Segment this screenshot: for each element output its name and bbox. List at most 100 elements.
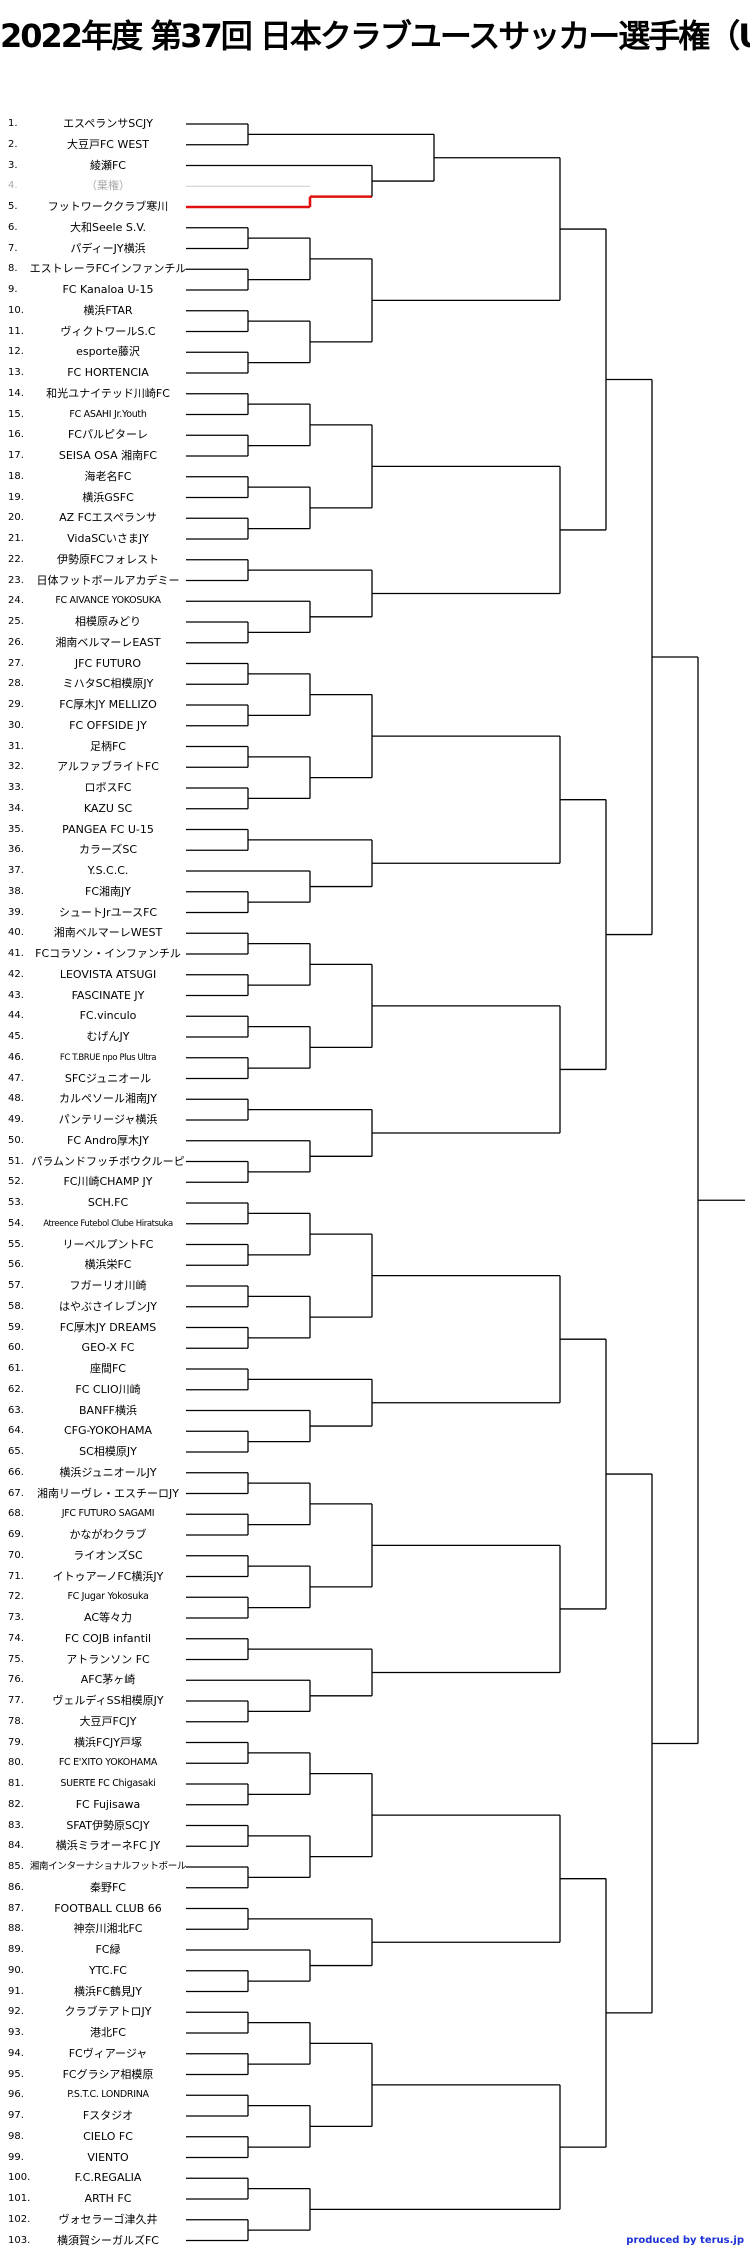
entry-team-name: PANGEA FC U-15 [62, 822, 154, 836]
entry-number: 30. [8, 719, 24, 731]
entry-team-name: FC厚木JY DREAMS [59, 1320, 157, 1334]
entry-row: 67. 湘南リーヴレ・エスチーロJY [0, 1484, 190, 1504]
entry-team-name: CFG-YOKOHAMA [63, 1424, 153, 1438]
entry-team-name: 港北FC [89, 2026, 126, 2039]
entry-number: 17. [8, 450, 24, 461]
entry-row: 96. P.S.T.C. LONDRINA [0, 2085, 190, 2105]
entry-number: 78. [8, 1715, 24, 1727]
entry-number: 75. [8, 1653, 24, 1665]
entry-team-name: ヴェルディSS相模原JY [52, 1694, 164, 1707]
entry-number: 73. [8, 1612, 24, 1623]
entry-row: 23. 日体フットボールアカデミー [0, 571, 190, 591]
entry-team-name: 横浜GSFC [82, 490, 134, 504]
entry-row: 21. VidaSCいさまJY [0, 529, 190, 549]
entry-row: 98. CIELO FC [0, 2127, 190, 2147]
entry-row: 87. FOOTBALL CLUB 66 [0, 1899, 190, 1919]
entry-team-name: アトランソン FC [66, 1652, 150, 1666]
entry-team-name: パンテリージャ横浜 [58, 1113, 158, 1126]
entry-team-name: カラーズSC [78, 843, 138, 857]
entry-row: 64. CFG-YOKOHAMA [0, 1421, 190, 1441]
entry-team-name: ミハタSC相模原JY [62, 677, 154, 691]
entry-number: 44. [8, 1010, 24, 1022]
entry-number: 77. [8, 1695, 24, 1706]
entry-list: 1. エスペランサSCJY 2. 大豆戸FC WEST 3. 綾瀬FC 4. （棄権） 5. フッ… [0, 0, 190, 2250]
entry-number: 53. [8, 1197, 24, 1208]
entry-number: 14. [8, 387, 24, 399]
entry-team-name: 秦野FC [89, 1880, 126, 1894]
entry-team-name: 綾瀬FC [89, 158, 126, 172]
entry-number: 1. [8, 118, 18, 129]
entry-team-name: 大豆戸FCJY [79, 1714, 137, 1728]
entry-number: 23. [8, 574, 24, 586]
entry-number: 15. [8, 408, 24, 420]
entry-row: 83. SFAT伊勢原SCJY [0, 1816, 190, 1836]
entry-team-name: SEISA OSA 湘南FC [58, 449, 158, 462]
entry-number: 91. [8, 1985, 24, 1997]
entry-row: 46. FC T.BRUE npo Plus Ultra [0, 1048, 190, 1068]
entry-number: 2. [8, 138, 18, 150]
entry-team-name: アルファブライトFC [57, 760, 159, 774]
entry-number: 41. [8, 948, 24, 959]
entry-number: 28. [8, 678, 24, 690]
entry-number: 81. [8, 1778, 24, 1789]
entry-row: 9. FC Kanaloa U-15 [0, 280, 190, 300]
entry-number: 21. [8, 533, 24, 544]
entry-team-name: 伊勢原FCフォレスト [56, 552, 159, 566]
entry-number: 88. [8, 1923, 24, 1935]
entry-team-name: 和光ユナイテッド川崎FC [46, 386, 170, 400]
entry-row: 66. 横浜ジュニオールJY [0, 1463, 190, 1483]
entry-number: 51. [8, 1155, 24, 1167]
entry-team-name: AC等々力 [83, 1611, 132, 1624]
entry-team-name: 相模原みどり [75, 615, 141, 628]
entry-row: 36. カラーズSC [0, 840, 190, 860]
entry-row: 31. 足柄FC [0, 737, 190, 757]
entry-row: 54. Atreence Futebol Clube Hiratsuka [0, 1214, 190, 1234]
entry-row: 76. AFC茅ヶ崎 [0, 1670, 190, 1690]
entry-row: 33. ロボスFC [0, 778, 190, 798]
entry-team-name: FC厚木JY MELLIZO [59, 698, 157, 711]
entry-number: 80. [8, 1757, 24, 1769]
entry-team-name: LEOVISTA ATSUGI [59, 967, 157, 981]
entry-team-name: FCパルピターレ [67, 428, 148, 442]
entry-number: 19. [8, 491, 24, 503]
entry-row: 99. VIENTO [0, 2148, 190, 2168]
entry-team-name: FC COJB infantil [64, 1631, 152, 1645]
entry-number: 50. [8, 1134, 24, 1146]
entry-team-name: かながわクラブ [69, 1528, 147, 1541]
entry-row: 40. 湘南ベルマーレWEST [0, 923, 190, 943]
entry-row: 58. はやぶさイレブンJY [0, 1297, 190, 1317]
entry-row: 73. AC等々力 [0, 1608, 190, 1628]
entry-team-name: 大豆戸FC WEST [66, 137, 150, 151]
entry-team-name: P.S.T.C. LONDRINA [67, 2089, 149, 2101]
entry-row: 22. 伊勢原FCフォレスト [0, 550, 190, 570]
entry-team-name: 大和Seele S.V. [70, 220, 146, 234]
entry-row: 49. パンテリージャ横浜 [0, 1110, 190, 1130]
entry-row: 43. FASCINATE JY [0, 986, 190, 1006]
entry-row: 28. ミハタSC相模原JY [0, 674, 190, 694]
entry-team-name: FC Fujisawa [75, 1797, 141, 1811]
entry-team-name: YTC.FC [89, 1963, 127, 1977]
entry-row: 15. FC ASAHI Jr.Youth [0, 405, 190, 425]
entry-row: 24. FC AIVANCE YOKOSUKA [0, 591, 190, 611]
entry-team-name: はやぶさイレブンJY [59, 1299, 157, 1313]
entry-row: 25. 相模原みどり [0, 612, 190, 632]
entry-team-name: FC Andro厚木JY [67, 1133, 149, 1147]
entry-team-name: 横浜FC鶴見JY [74, 1984, 142, 1998]
credit-text: produced by terus.jp [626, 2235, 744, 2246]
entry-team-name: ライオンズSC [73, 1548, 143, 1562]
entry-number: 4. [8, 180, 18, 192]
entry-team-name: 横浜ジュニオールJY [59, 1465, 157, 1479]
entry-number: 102. [8, 2213, 31, 2225]
entry-number: 27. [8, 657, 24, 669]
entry-number: 20. [8, 512, 24, 524]
entry-number: 94. [8, 2047, 24, 2059]
entry-row: 41. FCコラソン・インファンチル [0, 944, 190, 964]
entry-row: 3. 綾瀬FC [0, 156, 190, 176]
entry-team-name: FC T.BRUE npo Plus Ultra [59, 1052, 157, 1063]
entry-row: 91. 横浜FC鶴見JY [0, 1982, 190, 2002]
entry-number: 99. [8, 2151, 24, 2163]
entry-row: 78. 大豆戸FCJY [0, 1712, 190, 1732]
entry-row: 62. FC CLIO川崎 [0, 1380, 190, 1400]
entry-team-name: Atreence Futebol Clube Hiratsuka [43, 1218, 173, 1229]
entry-number: 42. [8, 968, 24, 980]
